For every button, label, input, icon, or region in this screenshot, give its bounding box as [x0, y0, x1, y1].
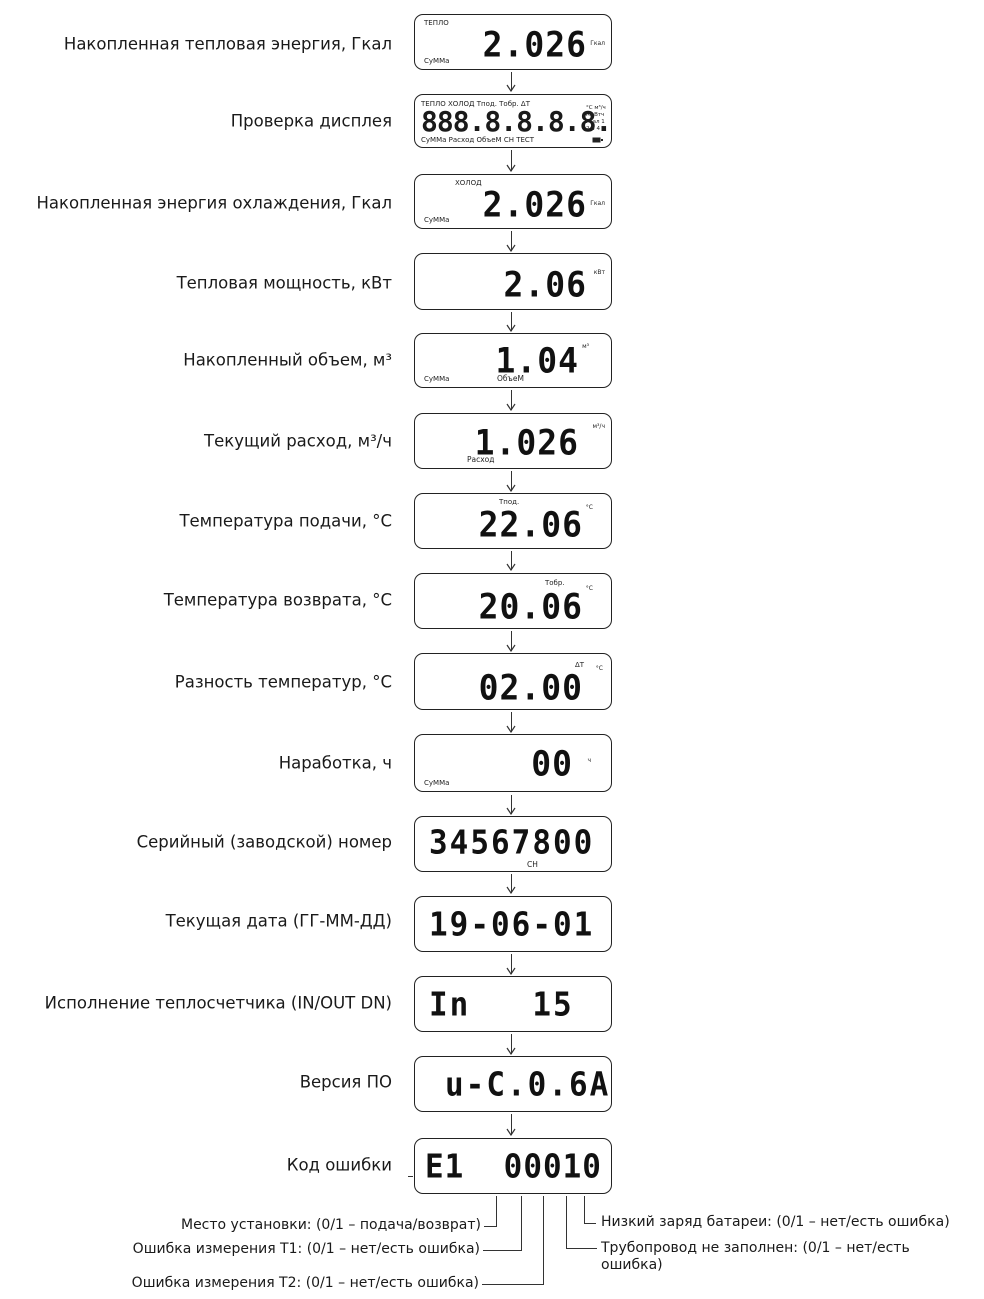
- row-label: Проверка дисплея: [230, 111, 392, 131]
- lcd-digits: 20.06: [478, 586, 583, 627]
- lcd-unit: кВт: [593, 269, 605, 276]
- lcd-indicator: Тобр.: [545, 579, 565, 587]
- lcd-display-error-code: E1 00010: [414, 1138, 612, 1194]
- lcd-indicator: ТЕПЛО: [424, 19, 449, 27]
- lcd-indicator: СуММа: [424, 779, 450, 787]
- lcd-indicator: ТЕПЛО ХОЛОД Тпод. Тобр. ΔТ: [421, 100, 530, 108]
- lcd-display-cooling-energy: ХОЛОД 2.026 Гкал СуММа: [414, 174, 612, 229]
- callout-pipe-empty: Трубопровод не заполнен: (0/1 – нет/есть…: [601, 1240, 910, 1273]
- row-label: Разность температур, °С: [174, 672, 392, 692]
- row-label: Температура подачи, °С: [179, 511, 392, 531]
- down-arrow-icon: [506, 1034, 516, 1055]
- down-arrow-icon: [506, 795, 516, 815]
- lcd-unit: Гкал: [590, 40, 605, 47]
- down-arrow-icon: [506, 631, 516, 652]
- down-arrow-icon: [506, 72, 516, 92]
- callout-battery-low: Низкий заряд батареи: (0/1 – нет/есть ош…: [601, 1214, 950, 1230]
- down-arrow-icon: [506, 312, 516, 332]
- lcd-unit: м³: [582, 343, 589, 350]
- down-arrow-icon: [506, 471, 516, 492]
- callout-t1-error: Ошибка измерения T1: (0/1 – нет/есть оши…: [132, 1241, 480, 1257]
- lcd-unit: м³/ч: [592, 423, 606, 430]
- lcd-digits: 00: [531, 743, 573, 784]
- lcd-display-power: 2.06 кВт: [414, 253, 612, 310]
- row-label: Код ошибки: [286, 1155, 392, 1175]
- lcd-indicator: СуММа: [424, 57, 450, 65]
- leader-tick: [408, 1176, 413, 1177]
- lcd-digits: 2.06: [503, 264, 587, 305]
- lcd-display-volume: 1.04 м³ СуММа ОбъеМ: [414, 333, 612, 388]
- lcd-display-return-temp: Тобр. 20.06 °С: [414, 573, 612, 629]
- down-arrow-icon: [506, 231, 516, 252]
- lcd-display-test: ТЕПЛО ХОЛОД Тпод. Тобр. ΔТ 888.8.8.8.8.8…: [414, 94, 612, 148]
- down-arrow-icon: [506, 712, 516, 733]
- lcd-display-version-type: In 15: [414, 976, 612, 1032]
- lcd-digits: 34567800: [429, 824, 595, 862]
- row-label: Исполнение теплосчетчика (IN/OUT DN): [44, 993, 392, 1013]
- lcd-indicator: °С м³/ч МкВтч Гкал 1 2 3 4: [586, 105, 606, 132]
- down-arrow-icon: [506, 551, 516, 571]
- lcd-display-operating-time: 00 ч СуММа: [414, 734, 612, 792]
- lcd-indicator: Тпод.: [499, 498, 520, 506]
- lcd-digits: 2.026: [482, 184, 587, 225]
- row-label: Накопленная энергия охлаждения, Гкал: [36, 193, 392, 213]
- lcd-display-firmware: u-C.0.6A: [414, 1056, 612, 1112]
- lcd-digits: 02.00: [478, 667, 583, 708]
- lcd-display-flow: 1.026 м³/ч Расход: [414, 413, 612, 469]
- row-label: Температура возврата, °С: [163, 590, 392, 610]
- lcd-unit: °С: [585, 585, 593, 592]
- row-label: Текущий расход, м³/ч: [204, 431, 392, 451]
- lcd-digits: In 15: [429, 986, 574, 1024]
- row-label: Серийный (заводской) номер: [136, 832, 392, 852]
- down-arrow-icon: [506, 150, 516, 172]
- lcd-digits: 1.04: [495, 340, 579, 381]
- lcd-display-heat-energy: ТЕПЛО 2.026 Гкал СуММа: [414, 14, 612, 70]
- lcd-display-supply-temp: Тпод. 22.06 °С: [414, 493, 612, 549]
- battery-icon: [592, 137, 603, 143]
- lcd-indicator: ΔТ: [575, 661, 585, 669]
- lcd-indicator: ХОЛОД: [455, 179, 482, 187]
- lcd-digits: 2.026: [482, 24, 587, 65]
- row-label: Накопленная тепловая энергия, Гкал: [63, 34, 392, 54]
- lcd-unit: °С: [595, 665, 603, 672]
- lcd-indicator: СН: [527, 860, 538, 869]
- row-label: Версия ПО: [299, 1072, 392, 1092]
- lcd-indicator: ОбъеМ: [497, 374, 524, 383]
- row-label: Текущая дата (ГГ-ММ-ДД): [165, 911, 392, 931]
- lcd-indicator: СуММа Расход ОбъеМ СН ТЕСТ: [421, 136, 535, 144]
- lcd-digits: E1 00010: [425, 1148, 602, 1186]
- lcd-digits: 1.026: [474, 422, 579, 463]
- callout-t2-error: Ошибка измерения T2: (0/1 – нет/есть оши…: [131, 1275, 479, 1291]
- lcd-display-date: 19-06-01: [414, 896, 612, 952]
- down-arrow-icon: [506, 954, 516, 975]
- lcd-digits: 22.06: [478, 504, 583, 545]
- down-arrow-icon: [506, 1114, 516, 1136]
- row-label: Наработка, ч: [278, 753, 392, 773]
- down-arrow-icon: [506, 874, 516, 894]
- row-label: Тепловая мощность, кВт: [176, 273, 392, 293]
- lcd-unit: Гкал: [590, 200, 605, 207]
- lcd-display-temp-difference: ΔТ 02.00 °С: [414, 653, 612, 710]
- lcd-digits: u-C.0.6A: [445, 1066, 611, 1104]
- lcd-digits: 19-06-01: [429, 906, 595, 944]
- lcd-indicator: СуММа: [424, 216, 450, 224]
- lcd-indicator: Расход: [467, 455, 495, 464]
- lcd-digits: 888.8.8.8.8.8: [421, 105, 612, 138]
- lcd-unit: °С: [585, 504, 593, 511]
- lcd-display-serial-number: 34567800 СН: [414, 816, 612, 872]
- callout-install-place: Место установки: (0/1 – подача/возврат): [180, 1217, 481, 1233]
- lcd-indicator: СуММа: [424, 375, 450, 383]
- row-label: Накопленный объем, м³: [183, 350, 392, 370]
- down-arrow-icon: [506, 390, 516, 411]
- lcd-unit: ч: [587, 757, 591, 764]
